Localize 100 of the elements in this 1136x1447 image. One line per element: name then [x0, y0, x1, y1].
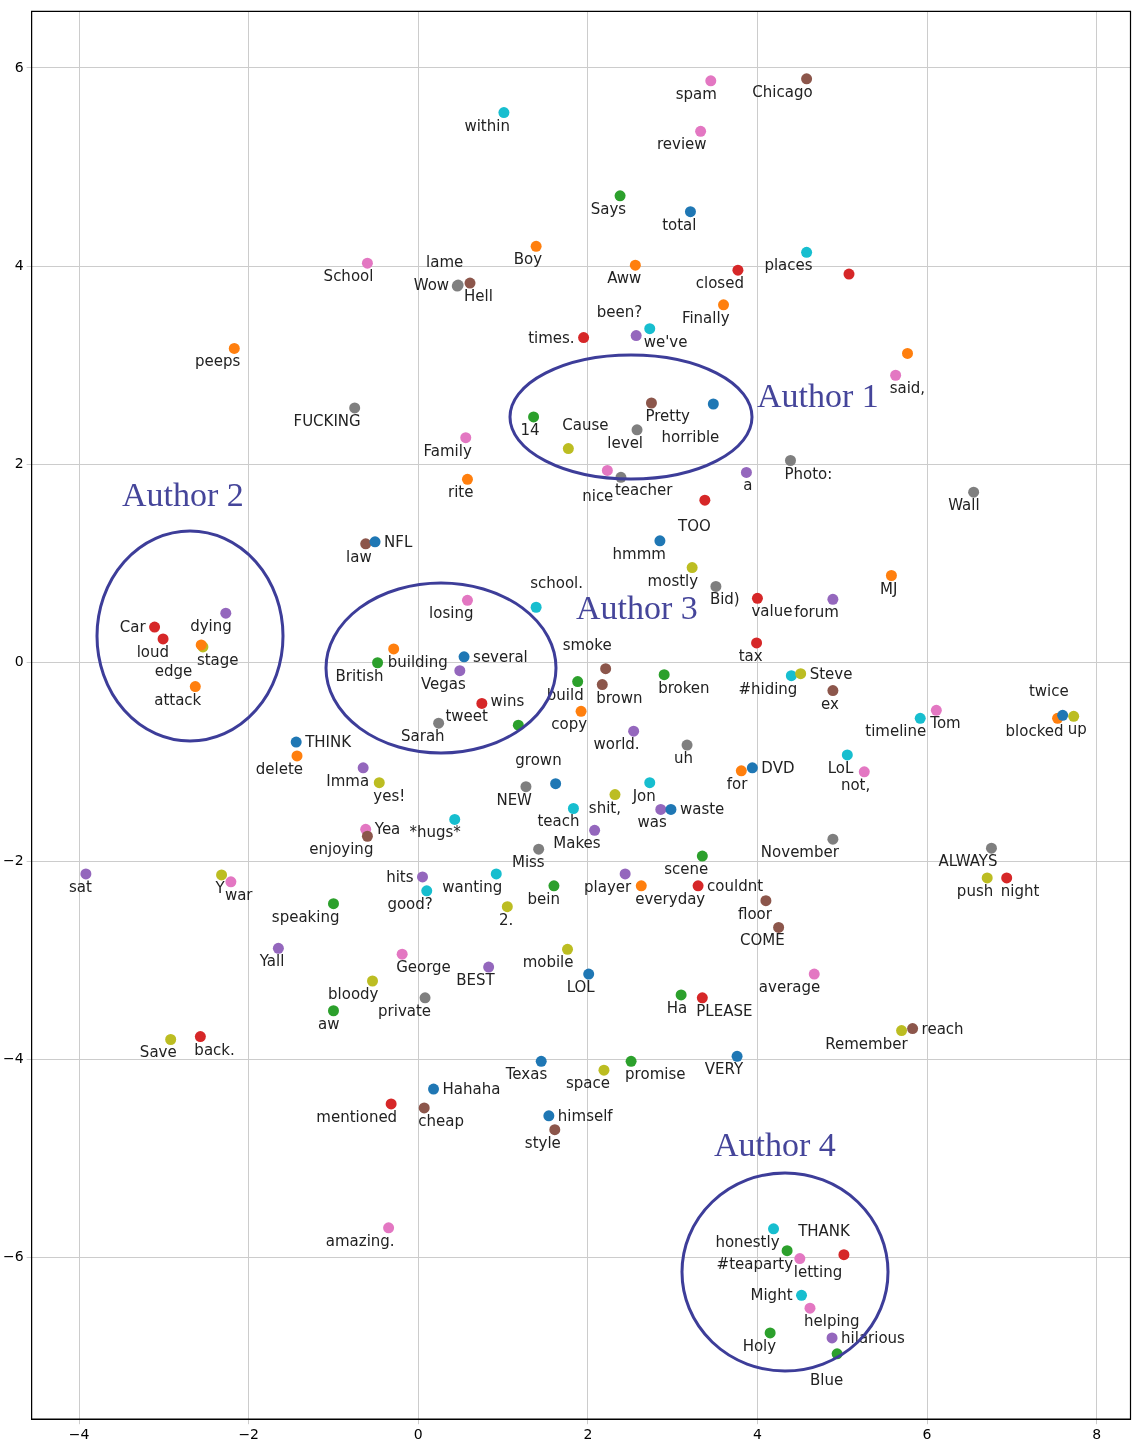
data-label: Chicago [752, 82, 813, 101]
data-label: Photo: [784, 464, 833, 483]
data-label: Vegas [420, 674, 467, 693]
data-label: himself [557, 1106, 614, 1125]
x-tick-label: −2 [238, 1426, 260, 1443]
data-label: promise [625, 1065, 686, 1084]
data-label: Bid) [709, 590, 740, 609]
data-label: FUCKING [293, 411, 361, 430]
data-label: PLEASE [696, 1001, 753, 1020]
data-label: horrible [661, 428, 720, 446]
data-label: twice [1028, 682, 1069, 701]
data-label: yes! [373, 786, 406, 805]
data-label: tweet [445, 707, 488, 726]
data-label: bein [527, 889, 560, 908]
annotation: Author 2 [122, 475, 244, 513]
y-tick-label: −6 [3, 1248, 24, 1265]
data-label: floor [737, 904, 773, 923]
data-label: speaking [271, 907, 340, 926]
data-label: was [637, 813, 667, 832]
annotation: Author 1 [757, 376, 879, 414]
data-label: war [224, 885, 254, 904]
data-label: edge [154, 661, 193, 680]
data-label: Y [214, 878, 226, 897]
data-label: Aww [607, 269, 642, 288]
y-tick-label: −2 [3, 851, 24, 868]
data-label: delete [255, 759, 304, 778]
data-label: for [726, 774, 749, 793]
data-label: mostly [647, 571, 699, 590]
y-tick-label: −4 [3, 1049, 24, 1066]
data-label: stage [196, 650, 239, 669]
data-label: value [751, 602, 793, 621]
data-label: teacher [614, 481, 674, 500]
data-label: push [956, 881, 994, 900]
data-label: DVD [761, 758, 795, 777]
data-label: LoL [827, 758, 854, 777]
data-label: we've [643, 332, 688, 351]
data-label: Jon [631, 786, 656, 805]
data-label: Texas [504, 1065, 548, 1084]
annotation: Author 4 [714, 1125, 836, 1163]
data-label: building [387, 652, 448, 671]
data-label: teach [537, 812, 580, 831]
data-label: hmmm [612, 544, 666, 563]
data-label: mobile [522, 953, 574, 972]
data-label: THANK [797, 1221, 852, 1240]
data-label: Might [750, 1286, 793, 1305]
data-label: hits [386, 867, 414, 886]
data-label: Boy [513, 250, 543, 269]
data-label: blocked [1005, 722, 1064, 741]
data-label: MJ [880, 579, 898, 598]
data-label: School [323, 267, 374, 286]
data-label: letting [793, 1262, 843, 1281]
x-tick-label: 8 [1092, 1426, 1102, 1443]
data-label: back. [194, 1040, 235, 1059]
data-label: timeline [865, 722, 927, 741]
data-label: peeps [194, 352, 241, 371]
y-tick-label: 2 [14, 455, 24, 472]
data-label: nice [582, 487, 614, 506]
y-tick-label: 6 [14, 58, 24, 75]
data-label: tax [738, 646, 763, 665]
x-tick-label: −4 [68, 1426, 90, 1443]
data-label: waste [679, 800, 725, 819]
data-label: brown [596, 688, 643, 707]
data-label: Tom [929, 714, 961, 733]
data-label: ex [821, 694, 840, 713]
data-label: reach [921, 1019, 964, 1038]
data-label: NEW [496, 790, 533, 809]
data-label: losing [429, 604, 474, 623]
data-label: Car [119, 618, 147, 637]
data-label: everyday [635, 889, 706, 908]
data-label: shit, [588, 798, 621, 817]
data-label: Yea [373, 820, 401, 839]
data-label: Holy [742, 1336, 777, 1355]
data-label: George [396, 958, 451, 977]
data-label: within [464, 116, 510, 135]
data-label: style [524, 1133, 561, 1152]
data-label: Pretty [645, 407, 691, 426]
data-label: total [662, 215, 697, 234]
data-label: VERY [704, 1060, 744, 1079]
data-label: sat [69, 877, 93, 896]
data-label: enjoying [309, 840, 374, 859]
x-tick-label: 6 [922, 1426, 932, 1443]
data-label: lame [426, 253, 464, 272]
data-label: November [760, 843, 840, 862]
data-label: Miss [511, 853, 545, 872]
data-label: average [758, 978, 821, 997]
data-label: Save [139, 1043, 177, 1062]
data-label: private [378, 1001, 432, 1020]
data-label: spam [675, 84, 717, 103]
data-label: night [1000, 881, 1040, 900]
data-label: not, [840, 775, 871, 794]
data-label: law [346, 547, 372, 566]
data-label: amazing. [325, 1231, 395, 1250]
data-label: Wall [948, 496, 980, 515]
data-label: closed [695, 274, 744, 293]
data-label: good? [387, 894, 433, 913]
data-label: ALWAYS [938, 852, 998, 871]
data-label: Ha [666, 998, 688, 1017]
data-label: Wow [413, 276, 450, 295]
data-label: THINK [304, 733, 353, 752]
data-label: *hugs* [409, 823, 462, 842]
